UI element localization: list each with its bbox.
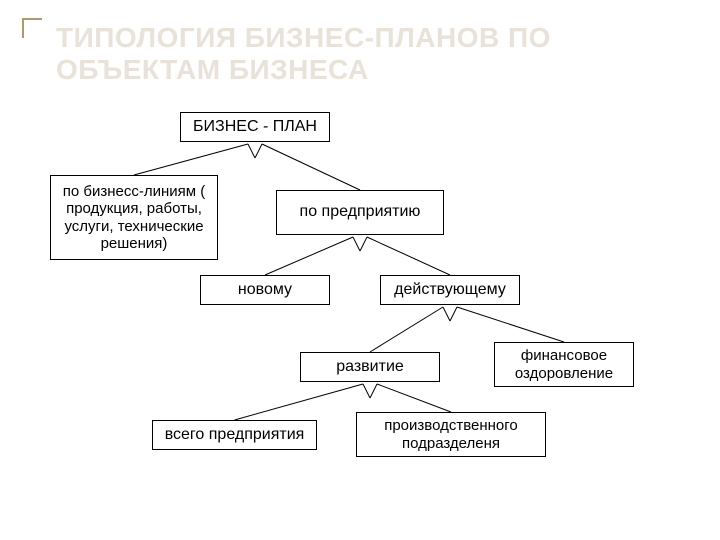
node-root: БИЗНЕС - ПЛАН <box>180 112 330 142</box>
node-ent: по предприятию <box>276 190 444 235</box>
page-title: ТИПОЛОГИЯ БИЗНЕС-ПЛАНОВ ПО ОБЪЕКТАМ БИЗН… <box>56 22 690 86</box>
node-prod: производственного подразделеня <box>356 412 546 457</box>
node-whole: всего предприятия <box>152 420 317 450</box>
node-lines: по бизнесс-линиям ( продукция, работы, у… <box>50 175 218 260</box>
node-new: новому <box>200 275 330 305</box>
node-dev: развитие <box>300 352 440 382</box>
node-act: действующему <box>380 275 520 305</box>
corner-accent <box>22 18 42 38</box>
node-fin: финансовое оздоровление <box>494 342 634 387</box>
